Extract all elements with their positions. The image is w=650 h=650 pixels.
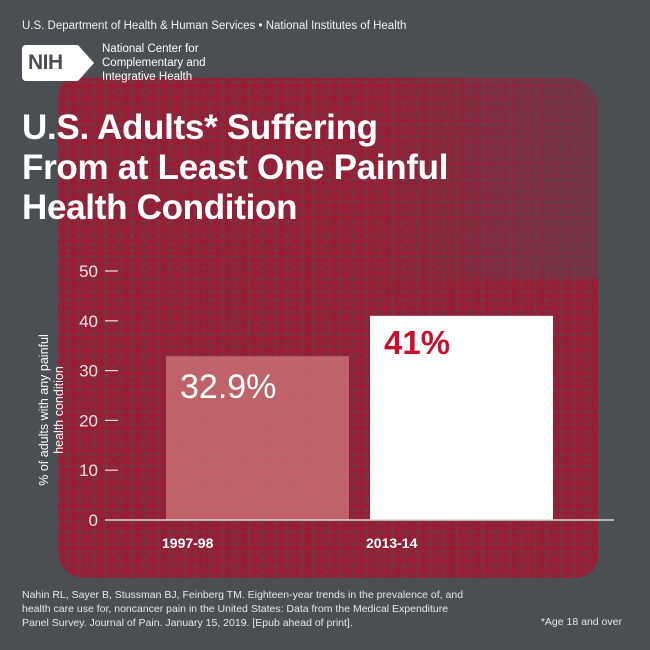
y-tick-label: 0 — [89, 511, 98, 530]
title-line: Health Condition — [22, 188, 298, 227]
center-name-line: Complementary and — [102, 57, 206, 69]
chart-title: U.S. Adults* Suffering From at Least One… — [22, 108, 449, 228]
center-name-line: National Center for — [102, 43, 199, 55]
citation: Nahin RL, Sayer B, Stussman BJ, Feinberg… — [22, 588, 492, 630]
y-tick-label: 10 — [79, 461, 98, 480]
y-axis-label: health condition — [52, 366, 66, 454]
age-footnote: *Age 18 and over — [540, 616, 622, 628]
nih-chevron-icon — [78, 45, 94, 81]
x-tick-label: 1997-98 — [162, 535, 214, 551]
title-line: From at Least One Painful — [22, 148, 449, 187]
citation-line: Nahin RL, Sayer B, Stussman BJ, Feinberg… — [22, 589, 464, 601]
nih-logo: NIH National Center for Complementary an… — [22, 42, 206, 84]
center-name-line: Integrative Health — [102, 71, 193, 83]
x-tick-label: 2013-14 — [366, 535, 418, 551]
data-label: 41% — [384, 324, 450, 361]
title-line: U.S. Adults* Suffering — [22, 108, 378, 147]
data-label: 32.9% — [180, 368, 276, 406]
y-tick-label: 40 — [79, 312, 98, 331]
y-tick-label: 30 — [79, 362, 98, 381]
y-tick-label: 50 — [79, 262, 98, 281]
citation-line: health care use for, noncancer pain in t… — [22, 603, 449, 615]
center-name: National Center for Complementary and In… — [102, 42, 206, 84]
agencies-line: U.S. Department of Health & Human Servic… — [22, 20, 407, 32]
background-texture-fade — [380, 78, 600, 278]
nih-badge: NIH — [22, 45, 80, 81]
y-tick-label: 20 — [79, 411, 98, 430]
citation-line: Panel Survey. Journal of Pain. January 1… — [22, 617, 353, 629]
nih-logo-text: NIH — [28, 51, 63, 74]
y-axis-label: % of adults with any painful — [37, 334, 51, 485]
bar-1997-98 — [166, 356, 349, 520]
bar-2013-14 — [370, 315, 553, 520]
